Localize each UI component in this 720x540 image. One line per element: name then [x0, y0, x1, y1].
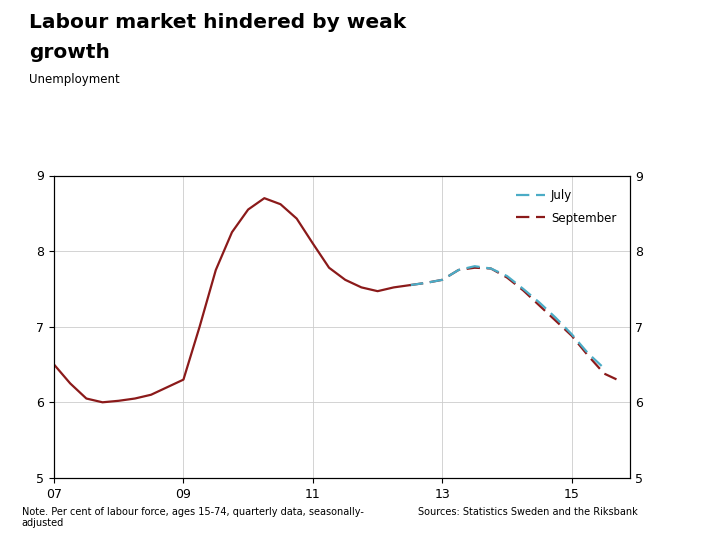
Text: Note. Per cent of labour force, ages 15-74, quarterly data, seasonally-
adjusted: Note. Per cent of labour force, ages 15-…	[22, 507, 364, 528]
Legend: July, September: July, September	[511, 185, 621, 230]
Text: Labour market hindered by weak: Labour market hindered by weak	[29, 14, 406, 32]
Text: growth: growth	[29, 43, 109, 62]
Text: Unemployment: Unemployment	[29, 73, 120, 86]
Text: Sources: Statistics Sweden and the Riksbank: Sources: Statistics Sweden and the Riksb…	[418, 507, 637, 517]
Text: SVERIGES
RIKSBANK: SVERIGES RIKSBANK	[649, 55, 686, 65]
